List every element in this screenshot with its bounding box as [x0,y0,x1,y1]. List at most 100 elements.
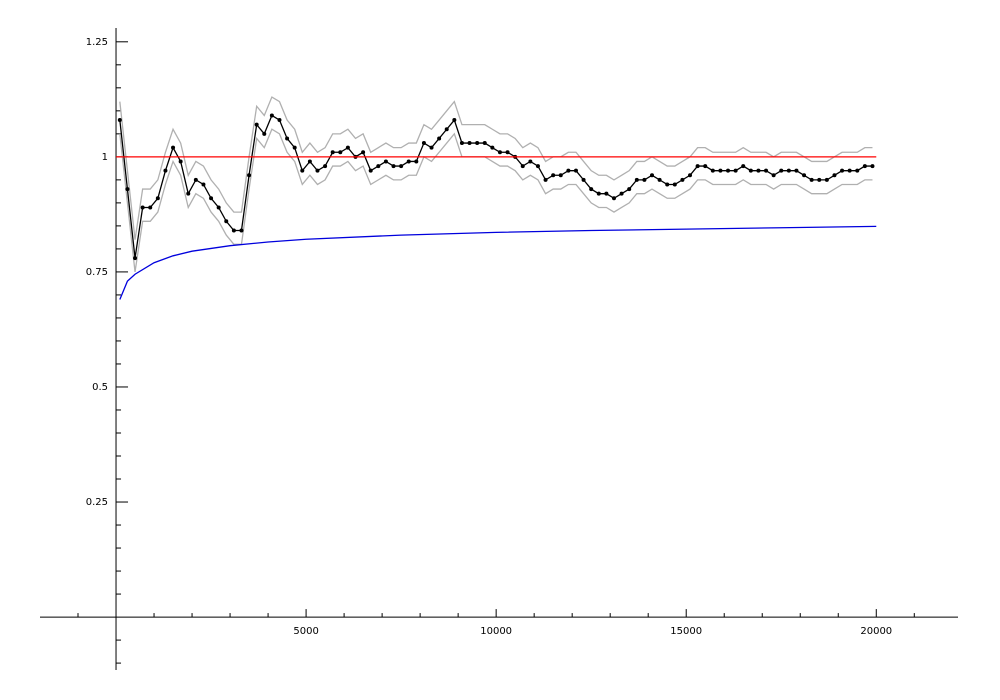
point [551,173,556,178]
point [558,173,563,178]
point [186,191,191,196]
point [330,150,335,155]
point [741,164,746,169]
point [779,168,784,173]
point [627,187,632,192]
point [361,150,366,155]
point [596,191,601,196]
point [756,168,761,173]
point [543,177,548,182]
x-tick-label: 10000 [480,626,512,637]
point [383,159,388,164]
point [870,164,875,169]
point [672,182,677,187]
point [421,141,426,146]
point [315,168,320,173]
point [505,150,510,155]
point [611,196,616,201]
point [642,177,647,182]
point [345,145,350,150]
point [300,168,305,173]
point [695,164,700,169]
point [581,177,586,182]
point [604,191,609,196]
point [786,168,791,173]
y-tick-label: 1 [102,152,108,163]
point [459,141,464,146]
point [406,159,411,164]
series-line [119,96,873,240]
y-tick-label: 1.25 [86,37,108,48]
point [619,191,624,196]
series-line [119,114,873,259]
point [748,168,753,173]
point [231,228,236,233]
point [292,145,297,150]
x-tick-label: 15000 [670,626,702,637]
point [718,168,723,173]
series-line [119,128,873,273]
point [376,164,381,169]
point [338,150,343,155]
point [140,205,145,210]
point [437,136,442,141]
point [794,168,799,173]
point [323,164,328,169]
x-tick-label: 20000 [860,626,892,637]
point [193,177,198,182]
point [452,118,457,123]
point [155,196,160,201]
point [657,177,662,182]
point [209,196,214,201]
point [490,145,495,150]
point [307,159,312,164]
point [809,177,814,182]
point [726,168,731,173]
point [163,168,168,173]
point [391,164,396,169]
point [216,205,221,210]
point [520,164,525,169]
point [650,173,654,178]
point [733,168,738,173]
point [528,159,533,164]
point [589,187,594,192]
point [832,173,837,178]
point [665,182,670,187]
point [566,168,571,173]
point [802,173,807,178]
point [688,173,693,178]
point [178,159,183,164]
point [399,164,404,169]
point [171,145,176,150]
point [771,173,776,178]
point [254,122,259,127]
point [133,256,138,261]
point [817,177,822,182]
point [703,164,708,169]
point [414,159,419,164]
point [475,141,480,146]
point [277,118,282,123]
point [239,228,244,233]
point [148,205,153,210]
point [680,177,685,182]
point [247,173,252,178]
point [224,219,229,224]
point [125,187,130,192]
point [634,177,639,182]
point [535,164,540,169]
y-tick-label: 0.75 [86,267,108,278]
point [573,168,578,173]
point [482,141,487,146]
point [764,168,769,173]
point [824,177,829,182]
point [467,141,472,146]
point [444,127,449,132]
point [117,118,122,123]
point [497,150,502,155]
y-tick-label: 0.5 [92,382,108,393]
point [840,168,845,173]
point [368,168,373,173]
